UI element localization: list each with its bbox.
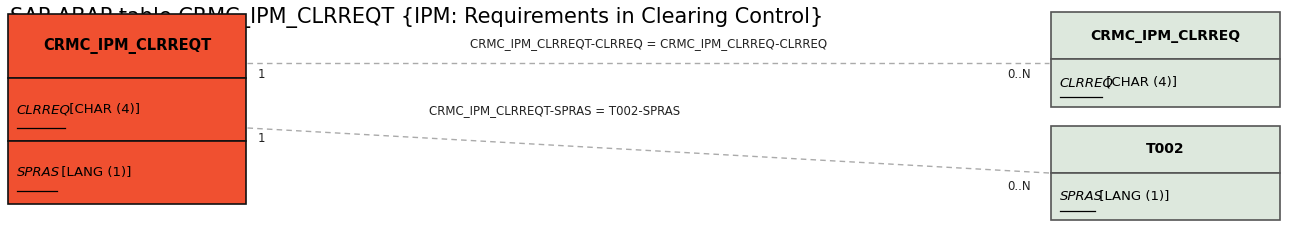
Text: [CHAR (4)]: [CHAR (4)] (64, 103, 139, 116)
Text: CLRREQ: CLRREQ (1060, 77, 1114, 89)
FancyBboxPatch shape (1051, 126, 1280, 173)
FancyBboxPatch shape (8, 78, 246, 141)
Text: CRMC_IPM_CLRREQT: CRMC_IPM_CLRREQT (43, 38, 211, 54)
Text: CRMC_IPM_CLRREQT-SPRAS = T002-SPRAS: CRMC_IPM_CLRREQT-SPRAS = T002-SPRAS (429, 104, 679, 117)
Text: CRMC_IPM_CLRREQ: CRMC_IPM_CLRREQ (1090, 28, 1240, 43)
Text: T002: T002 (1146, 142, 1185, 156)
Text: SPRAS: SPRAS (17, 166, 59, 179)
Text: [LANG (1)]: [LANG (1)] (1094, 190, 1169, 203)
Text: [CHAR (4)]: [CHAR (4)] (1102, 77, 1177, 89)
Text: 0..N: 0..N (1008, 180, 1031, 192)
Text: SAP ABAP table CRMC_IPM_CLRREQT {IPM: Requirements in Clearing Control}: SAP ABAP table CRMC_IPM_CLRREQT {IPM: Re… (10, 7, 824, 28)
Text: SPRAS: SPRAS (1060, 190, 1102, 203)
FancyBboxPatch shape (1051, 12, 1280, 59)
Text: 1: 1 (258, 132, 266, 145)
FancyBboxPatch shape (8, 14, 246, 78)
FancyBboxPatch shape (8, 141, 246, 204)
Text: 1: 1 (258, 68, 266, 81)
Text: CRMC_IPM_CLRREQT-CLRREQ = CRMC_IPM_CLRREQ-CLRREQ: CRMC_IPM_CLRREQT-CLRREQ = CRMC_IPM_CLRRE… (469, 37, 828, 50)
FancyBboxPatch shape (1051, 59, 1280, 107)
Text: 0..N: 0..N (1008, 68, 1031, 81)
FancyBboxPatch shape (1051, 173, 1280, 220)
Text: [LANG (1)]: [LANG (1)] (57, 166, 131, 179)
Text: CLRREQ: CLRREQ (17, 103, 71, 116)
